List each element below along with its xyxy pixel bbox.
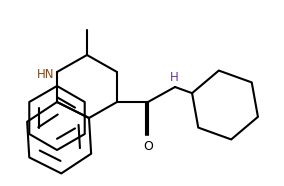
Text: H: H [170,71,178,84]
Text: HN: HN [37,68,54,81]
Text: O: O [143,140,153,153]
